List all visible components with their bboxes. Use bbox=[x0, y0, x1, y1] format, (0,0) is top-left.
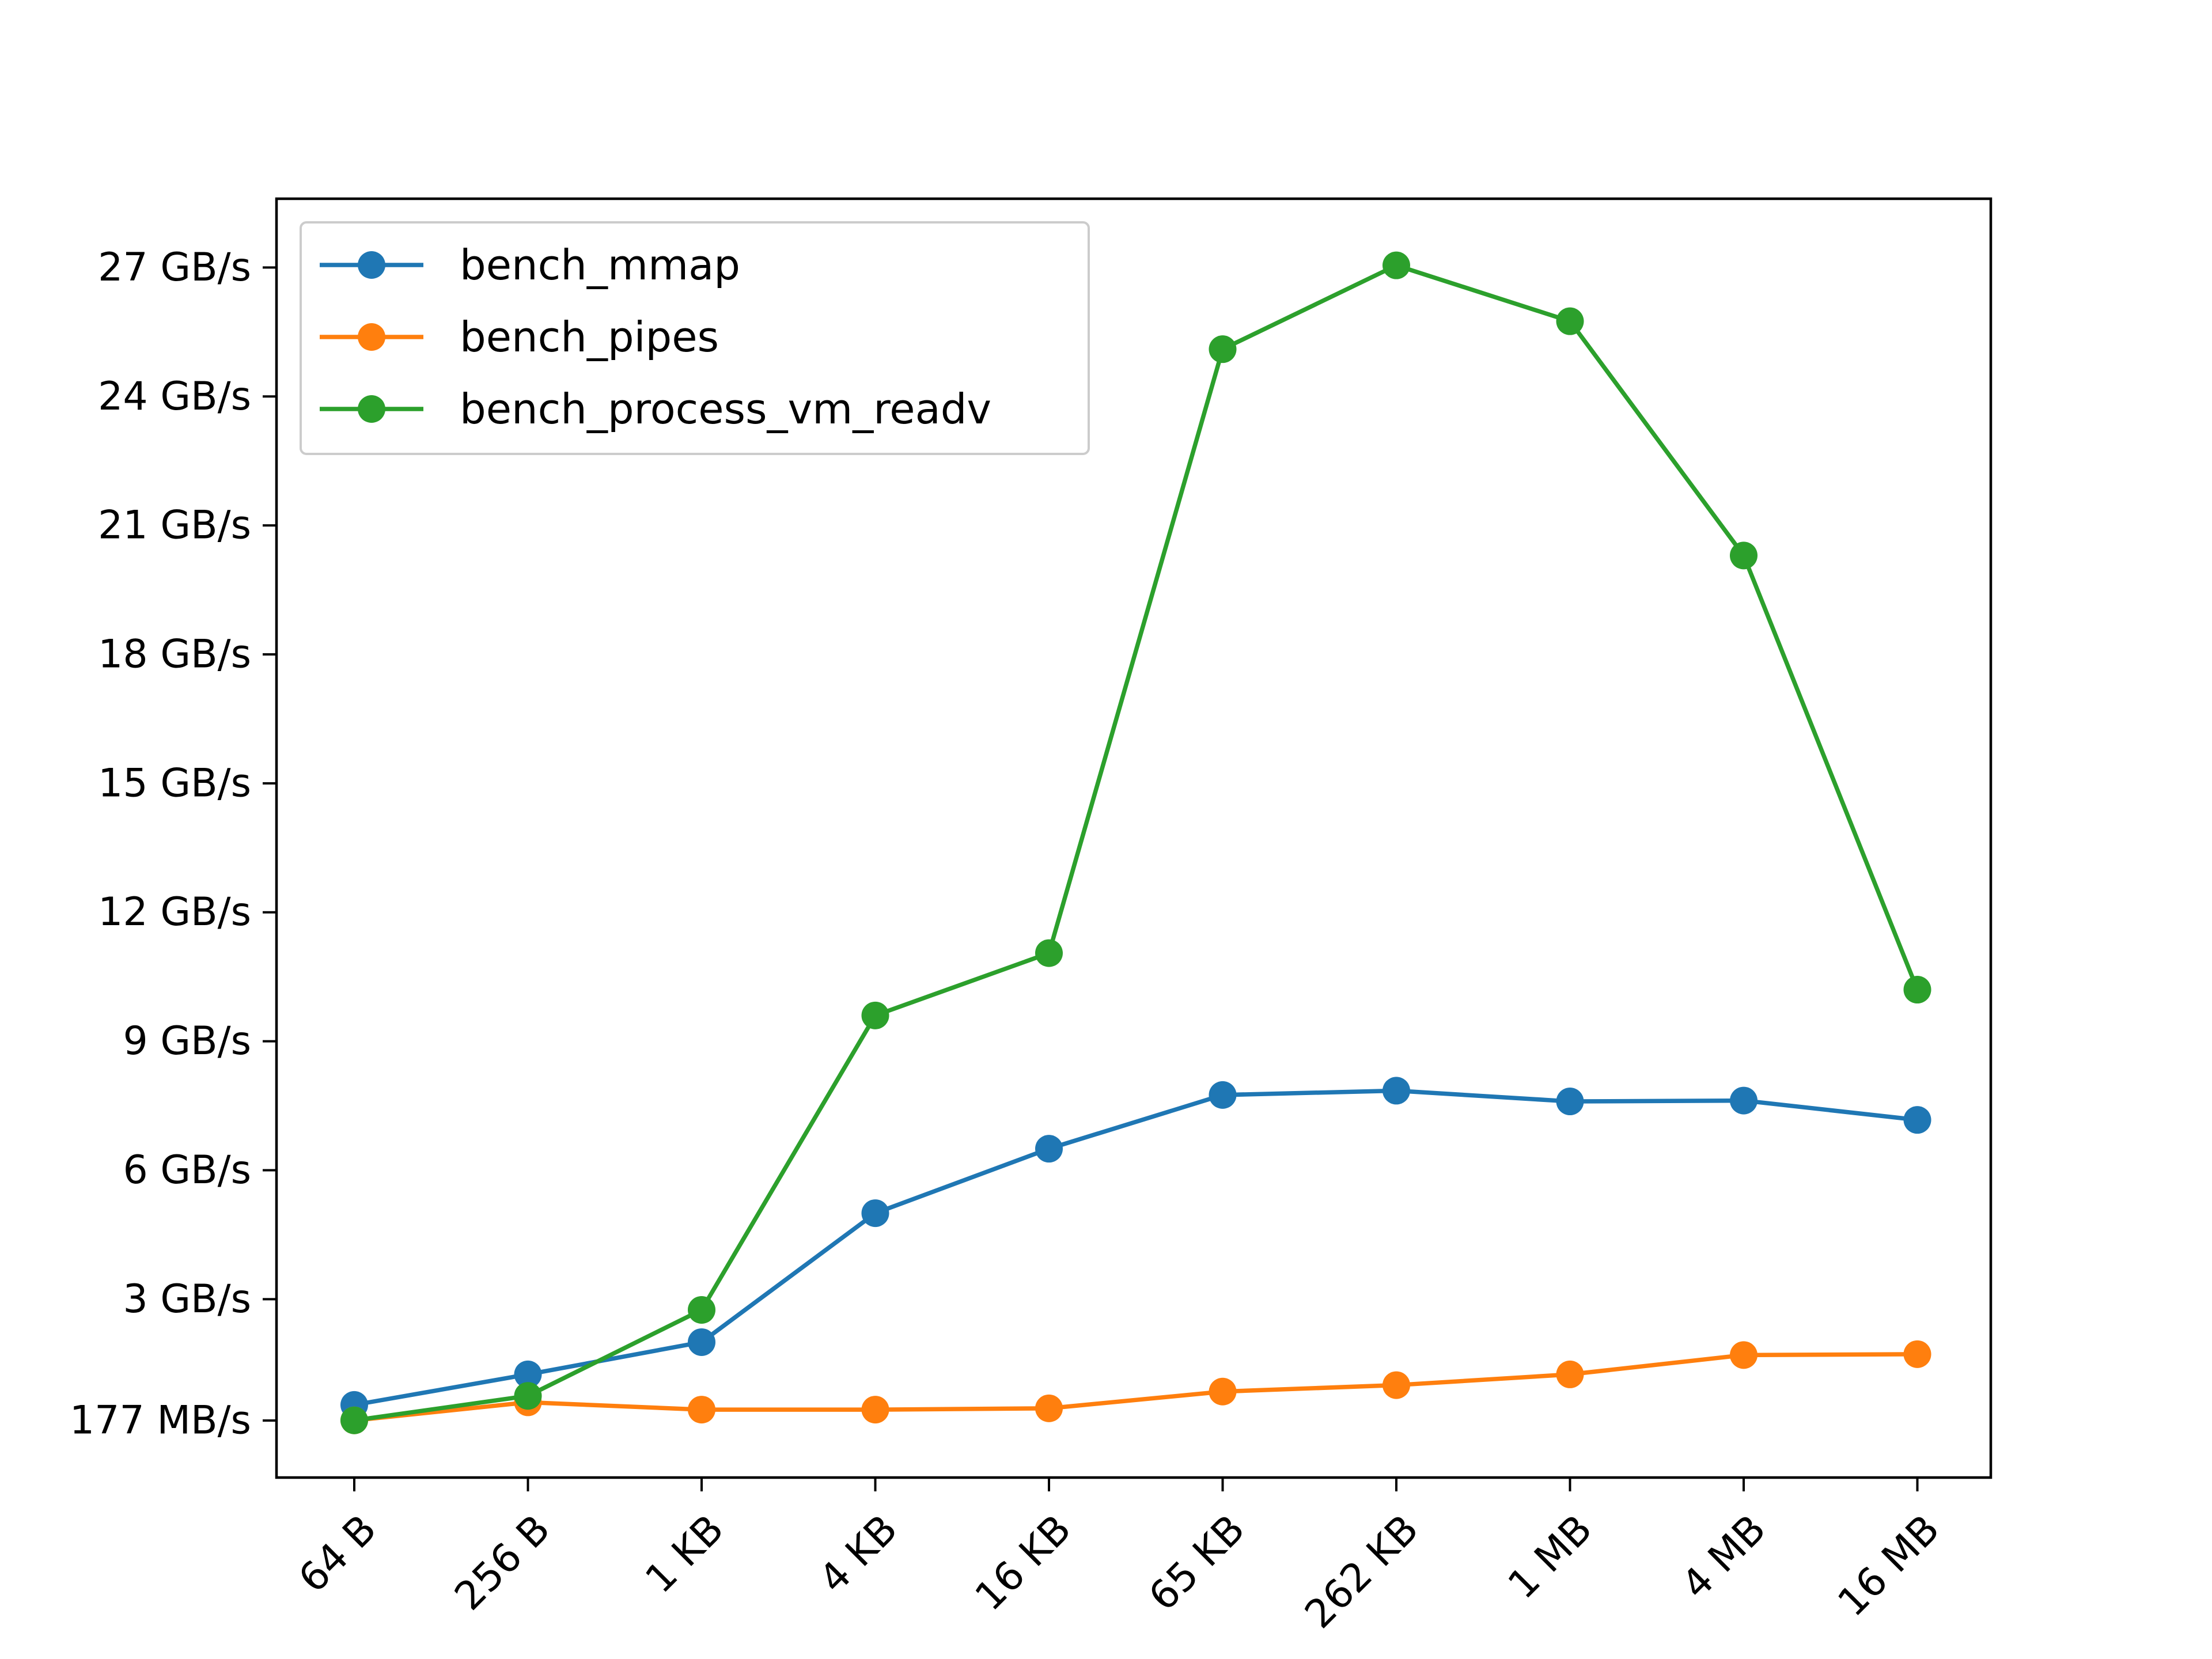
data-point bbox=[688, 1396, 715, 1424]
legend-marker bbox=[358, 251, 385, 279]
series-layer bbox=[340, 251, 1931, 1434]
data-point bbox=[1903, 1340, 1931, 1368]
series-line bbox=[354, 263, 1919, 1423]
data-point bbox=[1209, 335, 1237, 363]
legend-label: bench_process_vm_readv bbox=[460, 385, 991, 433]
series-line bbox=[354, 1352, 1918, 1423]
y-axis: 177 MB/s 3 GB/s 6 GB/s 9 GB/s 12 GB/s 15 GB/s… bbox=[70, 245, 276, 1443]
data-point bbox=[1035, 1135, 1063, 1163]
legend-marker bbox=[358, 323, 385, 351]
data-point bbox=[1903, 1106, 1931, 1134]
legend-box bbox=[300, 221, 1090, 455]
data-point bbox=[514, 1360, 542, 1388]
data-point bbox=[1035, 1394, 1063, 1422]
legend-entry: bench_pipes bbox=[320, 313, 719, 361]
data-point bbox=[1903, 976, 1931, 1004]
y-tick-label: 177 MB/s bbox=[70, 1397, 251, 1443]
y-tick-label: 15 GB/s bbox=[98, 760, 251, 806]
legend: bench_mmap bench_pipes bench_process_vm_re… bbox=[300, 221, 1090, 455]
legend-label: bench_pipes bbox=[460, 313, 719, 361]
y-tick-label: 9 GB/s bbox=[123, 1018, 251, 1064]
data-point bbox=[514, 1382, 542, 1410]
data-point bbox=[1556, 1360, 1584, 1388]
data-point bbox=[861, 1001, 889, 1029]
data-point bbox=[1730, 1086, 1758, 1115]
y-tick-label: 21 GB/s bbox=[98, 503, 251, 548]
y-tick-label: 3 GB/s bbox=[123, 1277, 251, 1322]
data-point bbox=[1209, 1377, 1237, 1406]
y-tick-label: 24 GB/s bbox=[98, 374, 251, 419]
series-line bbox=[354, 1088, 1918, 1407]
data-point bbox=[1035, 939, 1063, 967]
data-point bbox=[688, 1296, 715, 1324]
data-point bbox=[1382, 251, 1410, 279]
data-point bbox=[1556, 307, 1584, 335]
y-tick-label: 6 GB/s bbox=[123, 1147, 251, 1193]
data-point bbox=[1209, 1081, 1237, 1109]
series-bench_process_vm_readv bbox=[340, 251, 1931, 1434]
legend-entry: bench_process_vm_readv bbox=[320, 385, 991, 433]
y-tick-label: 18 GB/s bbox=[98, 631, 251, 677]
data-point bbox=[340, 1406, 368, 1434]
data-point bbox=[1556, 1088, 1584, 1116]
data-point bbox=[688, 1328, 715, 1356]
data-point bbox=[1730, 1341, 1758, 1369]
legend-entry: bench_mmap bbox=[320, 241, 740, 289]
data-point bbox=[861, 1199, 889, 1228]
data-point bbox=[1382, 1077, 1410, 1105]
data-point bbox=[1730, 541, 1758, 570]
data-point bbox=[1382, 1371, 1410, 1399]
legend-marker bbox=[358, 395, 385, 423]
legend-label: bench_mmap bbox=[460, 241, 740, 289]
y-tick-label: 12 GB/s bbox=[98, 889, 251, 935]
data-point bbox=[861, 1396, 889, 1424]
plot-frame bbox=[275, 197, 1993, 1479]
y-tick-label: 27 GB/s bbox=[98, 245, 251, 290]
